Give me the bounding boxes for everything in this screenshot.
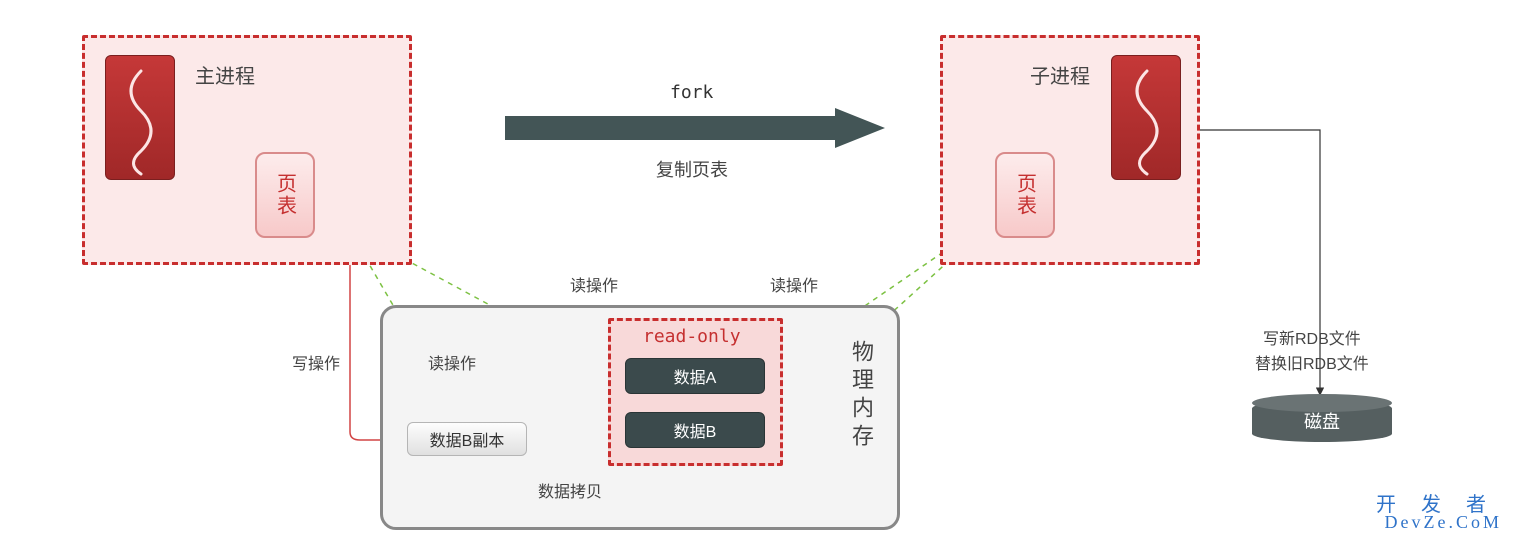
- data-a-pill: 数据A: [625, 358, 765, 394]
- data-b-label: 数据B: [674, 418, 717, 442]
- disk-caption-2: 替换旧RDB文件: [1255, 350, 1369, 374]
- data-b-copy-label: 数据B副本: [430, 427, 505, 451]
- data-b-copy-pill: 数据B副本: [407, 422, 527, 456]
- main-process-icon: [105, 55, 175, 180]
- data-a-label: 数据A: [674, 364, 717, 388]
- main-pagetable: 页表: [255, 152, 315, 238]
- disk-label: 磁盘: [1304, 408, 1340, 434]
- disk-cylinder: 磁盘: [1252, 400, 1392, 442]
- fork-label-top: fork: [670, 82, 713, 103]
- child-pagetable: 页表: [995, 152, 1055, 238]
- fork-arrow: [505, 108, 885, 148]
- child-pagetable-label: 页表: [1011, 173, 1040, 217]
- data-b-pill: 数据B: [625, 412, 765, 448]
- child-process-icon: [1111, 55, 1181, 180]
- readonly-title: read-only: [643, 326, 741, 347]
- watermark-2: DevZe.CoM: [1385, 512, 1502, 533]
- read-op-label-3: 读操作: [770, 272, 818, 296]
- data-copy-label: 数据拷贝: [538, 478, 602, 502]
- disk-caption-1: 写新RDB文件: [1263, 325, 1361, 349]
- read-op-label-2: 读操作: [570, 272, 618, 296]
- child-process-title: 子进程: [1030, 60, 1090, 89]
- fork-label-bottom: 复制页表: [656, 156, 728, 182]
- main-process-title: 主进程: [195, 60, 255, 89]
- main-pagetable-label: 页表: [271, 173, 300, 217]
- physical-memory-label: 物理内存: [845, 340, 877, 452]
- write-op-label: 写操作: [292, 350, 340, 374]
- read-op-label-1: 读操作: [428, 350, 476, 374]
